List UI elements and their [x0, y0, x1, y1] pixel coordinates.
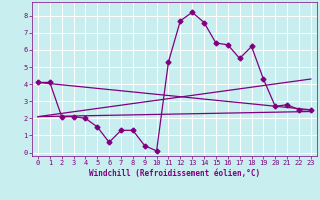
- X-axis label: Windchill (Refroidissement éolien,°C): Windchill (Refroidissement éolien,°C): [89, 169, 260, 178]
